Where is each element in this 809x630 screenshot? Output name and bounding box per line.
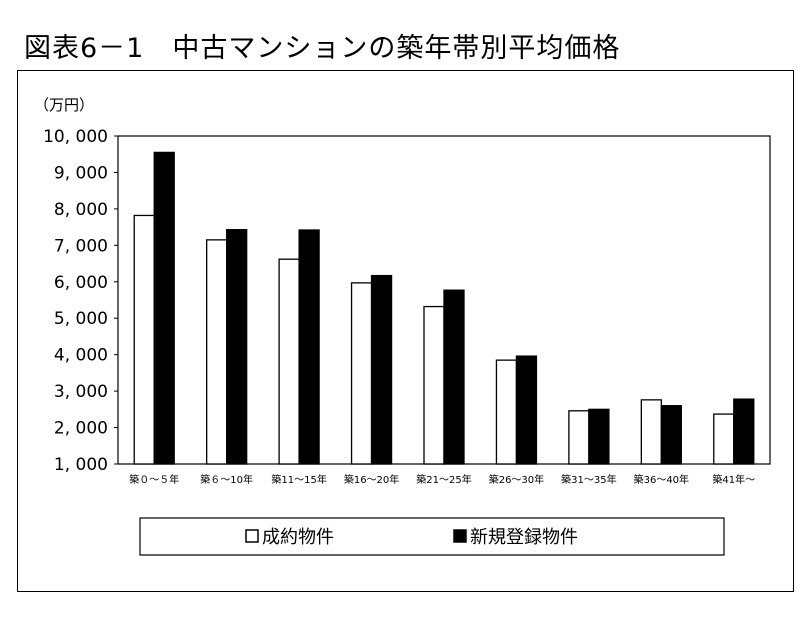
y-tick-label: 9, 000 [54,163,108,183]
y-tick-label: 8, 000 [54,200,108,220]
bar-contracted [713,413,735,465]
bar-contracted [568,410,590,465]
legend-label-new-listing: 新規登録物件 [470,527,578,548]
bar-new-listing [660,405,682,465]
x-category-label: 築６～10年 [200,473,253,486]
x-category-label: 築41年～ [712,473,755,486]
y-tick-label: 5, 000 [54,309,108,329]
legend: 成約物件 新規登録物件 [139,517,725,556]
legend-box [139,517,725,556]
bar-contracted [495,359,518,465]
x-category-label: 築21～25年 [416,473,471,486]
bar-new-listing [298,229,320,465]
bar-contracted [350,282,373,465]
x-category-label: 築０～５年 [129,473,179,486]
legend-swatch-new-listing [453,529,467,543]
x-category-label: 築36～40年 [634,473,689,486]
x-category-label: 築16～20年 [344,473,399,486]
y-tick-label: 3, 000 [54,382,108,402]
bar-new-listing [443,289,465,465]
x-category-label: 築26～30年 [489,473,544,486]
legend-swatch-contracted [245,529,259,543]
x-category-label: 築11～15年 [271,473,326,486]
bar-contracted [133,214,155,465]
bar-contracted [278,258,300,465]
chart-title: 図表6－1 中古マンションの築年帯別平均価格 [24,33,621,64]
bar-new-listing [588,408,610,465]
bar-new-listing [370,274,393,465]
y-axis-unit-label: （万円） [34,96,94,114]
y-tick-label: 4, 000 [54,346,108,366]
y-tick-label: 7, 000 [54,236,108,256]
y-axis-ticks: 1, 000 2, 000 3, 000 4, 000 5, 000 6, 000 7, 0… [43,127,118,475]
bar-new-listing [153,151,175,465]
bar-contracted [640,399,662,465]
x-axis-category-labels: 築０～５年 築６～10年 築11～15年 築16～20年 築21～25年 築26～30年 築… [129,473,755,486]
y-tick-label: 6, 000 [54,273,108,293]
y-tick-label: 10, 000 [43,127,108,147]
bar-new-listing [733,398,755,465]
y-tick-label: 2, 000 [54,419,108,439]
bars [133,151,755,465]
bar-contracted [206,239,228,465]
legend-label-contracted: 成約物件 [262,527,334,548]
bar-new-listing [226,229,248,465]
bar-new-listing [515,355,538,465]
chart-frame [17,70,794,592]
x-category-label: 築31～35年 [561,473,616,486]
y-tick-label: 1, 000 [54,455,108,475]
bar-contracted [423,305,445,465]
